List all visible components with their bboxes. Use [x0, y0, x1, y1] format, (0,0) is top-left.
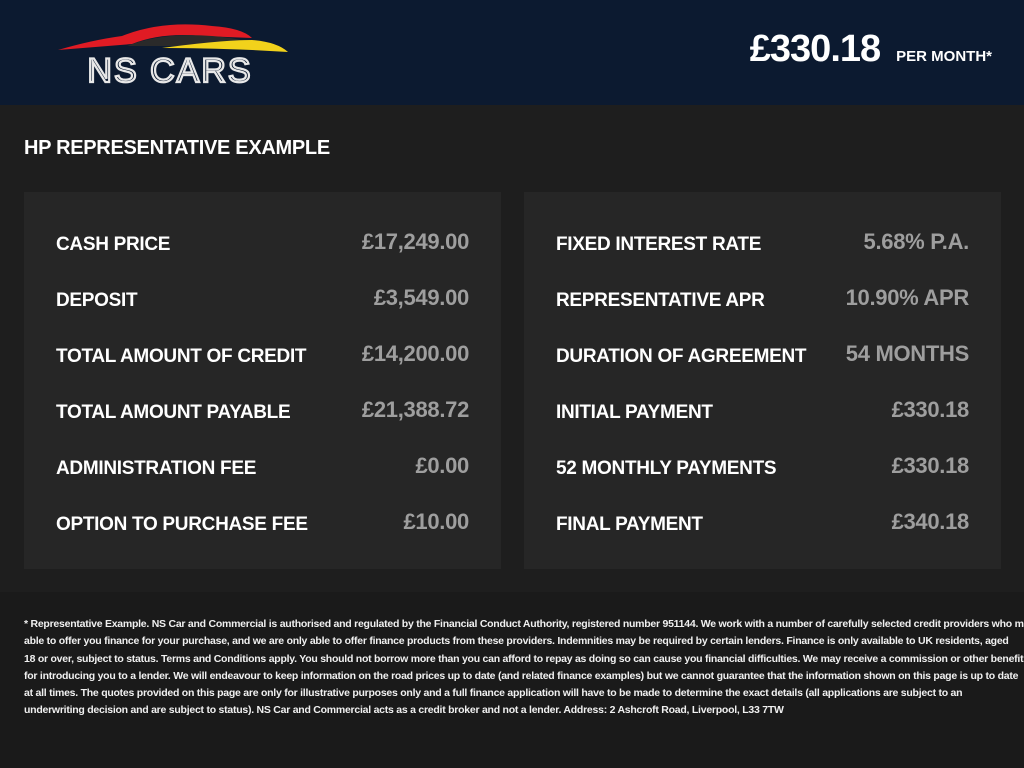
- cash-price-row: CASH PRICE £17,249.00: [56, 214, 469, 270]
- row-label: DEPOSIT: [56, 290, 138, 311]
- disclaimer-line: * Representative Example. NS Car and Com…: [24, 618, 1024, 630]
- svg-text:NS CARS: NS CARS: [87, 52, 252, 90]
- row-value: £0.00: [415, 453, 469, 478]
- final-payment-row: FINAL PAYMENT £340.18: [556, 494, 969, 550]
- finance-details-left: CASH PRICE £17,249.00 DEPOSIT £3,549.00 TO…: [24, 192, 501, 569]
- disclaimer: * Representative Example. NS Car and Com…: [0, 592, 1024, 768]
- disclaimer-line: able to offer you finance for your purch…: [24, 635, 1009, 648]
- row-value: £340.18: [891, 509, 970, 534]
- disclaimer-line: for introducing you to a lender. We will…: [24, 669, 1019, 682]
- row-label: OPTION TO PURCHASE FEE: [56, 514, 308, 535]
- row-value: £3,549.00: [373, 285, 469, 310]
- total-credit-row: TOTAL AMOUNT OF CREDIT £14,200.00: [56, 326, 469, 382]
- finance-details-right: FIXED INTEREST RATE 5.68% P.A. REPRESENTA…: [524, 192, 1001, 569]
- row-value: £10.00: [403, 509, 470, 534]
- per-month-label: PER MONTH*: [896, 48, 992, 65]
- disclaimer-line: 18 or over, subject to status. Terms and…: [24, 652, 1024, 665]
- header: NS CARS £330.18 PER MONTH*: [0, 0, 1024, 105]
- row-label: ADMINISTRATION FEE: [56, 458, 257, 479]
- row-label: 52 MONTHLY PAYMENTS: [556, 458, 777, 479]
- row-label: TOTAL AMOUNT OF CREDIT: [56, 346, 307, 367]
- duration-row: DURATION OF AGREEMENT 54 MONTHS: [556, 326, 969, 382]
- row-label: REPRESENTATIVE APR: [556, 290, 765, 311]
- page-title: HP REPRESENTATIVE EXAMPLE: [24, 137, 330, 159]
- ns-cars-logo[interactable]: NS CARS: [52, 18, 292, 90]
- row-label: FIXED INTEREST RATE: [556, 234, 762, 255]
- row-value: £330.18: [891, 397, 970, 422]
- disclaimer-line: at all times. The quotes provided on thi…: [24, 687, 963, 700]
- row-label: CASH PRICE: [56, 234, 171, 255]
- row-label: TOTAL AMOUNT PAYABLE: [56, 402, 291, 423]
- row-value: 5.68% P.A.: [863, 229, 970, 254]
- row-label: DURATION OF AGREEMENT: [556, 346, 807, 367]
- monthly-price: £330.18 PER MONTH*: [750, 28, 992, 71]
- purchase-fee-row: OPTION TO PURCHASE FEE £10.00: [56, 494, 469, 550]
- row-label: INITIAL PAYMENT: [556, 402, 713, 423]
- row-value: £14,200.00: [361, 341, 469, 366]
- row-value: £17,249.00: [361, 229, 469, 254]
- disclaimer-line: underwriting decision and are subject to…: [24, 704, 784, 717]
- row-value: £330.18: [891, 453, 970, 478]
- row-value: 54 MONTHS: [845, 341, 970, 366]
- row-value: £21,388.72: [361, 397, 469, 422]
- monthly-price-amount: £330.18: [749, 28, 881, 70]
- initial-payment-row: INITIAL PAYMENT £330.18: [556, 382, 969, 438]
- apr-row: REPRESENTATIVE APR 10.90% APR: [556, 270, 969, 326]
- row-value: 10.90% APR: [845, 285, 970, 310]
- total-payable-row: TOTAL AMOUNT PAYABLE £21,388.72: [56, 382, 469, 438]
- row-label: FINAL PAYMENT: [556, 514, 703, 535]
- monthly-payments-row: 52 MONTHLY PAYMENTS £330.18: [556, 438, 969, 494]
- interest-rate-row: FIXED INTEREST RATE 5.68% P.A.: [556, 214, 969, 270]
- deposit-row: DEPOSIT £3,549.00: [56, 270, 469, 326]
- admin-fee-row: ADMINISTRATION FEE £0.00: [56, 438, 469, 494]
